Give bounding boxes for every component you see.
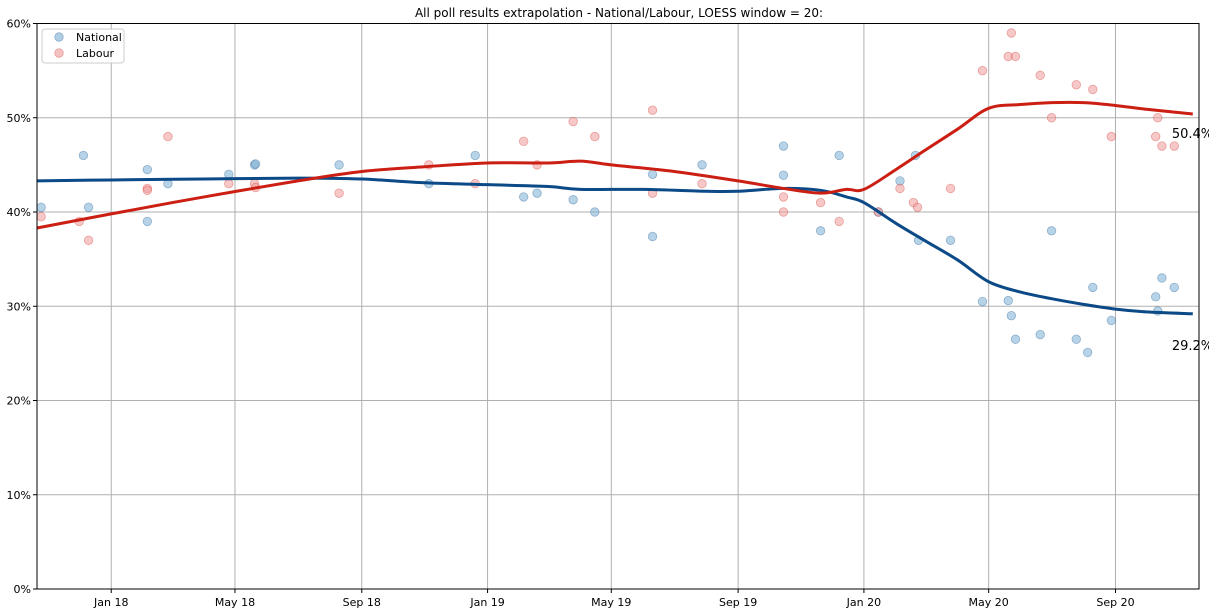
labour-poll-point (815, 197, 826, 208)
national-poll-point (470, 150, 480, 161)
national-poll-point (1046, 226, 1057, 236)
national-poll-point (778, 141, 789, 151)
labour-poll-point (36, 212, 46, 222)
y-tick-label: 0% (14, 583, 31, 596)
national-poll-point (1082, 347, 1093, 358)
x-tick-label: Jan 20 (846, 596, 881, 609)
labour-poll-point (1088, 84, 1098, 95)
labour-poll-point (1150, 131, 1161, 142)
legend: National Labour (41, 28, 125, 64)
trend-lines (36, 100, 1193, 316)
national-poll-point (142, 216, 153, 227)
national-poll-point (1003, 295, 1013, 306)
y-axis: 0% 10% 20% 30% 40% 50% 60% (7, 18, 37, 596)
national-poll-point (1010, 334, 1021, 344)
national-poll-point (334, 160, 344, 170)
national-poll-point (1035, 329, 1045, 340)
scatter-points (36, 28, 1179, 358)
labour-poll-point (568, 116, 578, 127)
national-poll-point (590, 207, 600, 217)
x-tick-label: May 20 (969, 596, 1009, 609)
x-tick-label: May 18 (215, 596, 255, 609)
labour-poll-point (590, 131, 600, 142)
labour-poll-point (945, 183, 956, 194)
national-poll-point (142, 164, 153, 175)
y-tick-label: 60% (7, 18, 31, 31)
labour-poll-point (518, 136, 529, 147)
labour-trend-line (36, 100, 1193, 230)
y-tick-label: 30% (7, 300, 31, 313)
labour-poll-point (1106, 131, 1117, 142)
national-poll-point (36, 202, 46, 212)
x-tick-label: Sep 19 (719, 596, 757, 609)
national-poll-point (1157, 273, 1167, 283)
y-tick-label: 10% (7, 489, 31, 502)
y-tick-label: 20% (7, 395, 31, 408)
national-trend-line (36, 176, 1193, 316)
national-poll-point (697, 160, 707, 170)
labour-poll-point (1157, 141, 1167, 151)
labour-poll-point (895, 183, 905, 194)
national-poll-point (647, 169, 658, 180)
labour-poll-point (697, 179, 707, 189)
national-poll-point (834, 150, 844, 161)
labour-poll-point (778, 192, 789, 202)
national-poll-point (83, 202, 94, 212)
national-poll-point (250, 159, 261, 169)
national-poll-point (1169, 282, 1179, 293)
labour-poll-point (977, 65, 988, 76)
x-tick-label: Sep 20 (1096, 596, 1134, 609)
x-tick-label: May 19 (591, 596, 631, 609)
national-poll-point (532, 188, 542, 198)
labour-poll-point (224, 179, 234, 189)
labour-poll-point (778, 207, 789, 217)
national-poll-point (647, 231, 658, 242)
legend-marker-national (54, 32, 64, 42)
labour-poll-point (1046, 113, 1057, 123)
legend-marker-labour (54, 48, 64, 58)
labour-poll-point (647, 105, 658, 115)
grid (37, 23, 1199, 590)
labour-poll-point (912, 202, 923, 212)
labour-poll-point (83, 235, 94, 245)
labour-poll-point (142, 185, 153, 196)
chart-title: All poll results extrapolation - Nationa… (415, 6, 823, 20)
legend-label-labour: Labour (76, 47, 115, 60)
national-poll-point (945, 235, 956, 245)
national-poll-point (1006, 310, 1017, 321)
y-tick-label: 40% (7, 206, 31, 219)
national-poll-point (977, 296, 988, 307)
plot-frame (36, 23, 1200, 590)
national-poll-point (568, 195, 578, 205)
legend-label-national: National (76, 31, 122, 44)
x-tick-label: Jan 19 (469, 596, 504, 609)
x-tick-label: Sep 18 (343, 596, 381, 609)
national-poll-point (778, 170, 789, 180)
labour-poll-point (1071, 80, 1082, 90)
labour-poll-point (1153, 113, 1163, 123)
national-poll-point (78, 150, 89, 161)
labour-poll-point (334, 188, 344, 198)
labour-poll-point (834, 216, 844, 227)
national-poll-point (1106, 315, 1117, 326)
x-axis: Jan 18 May 18 Sep 18 Jan 19 May 19 Sep 19 Jan … (93, 589, 1135, 609)
labour-end-label: 50.4% (1172, 127, 1209, 142)
national-poll-point (1071, 334, 1082, 344)
labour-poll-point (1006, 28, 1017, 38)
national-poll-point (518, 192, 529, 202)
labour-poll-point (1169, 141, 1179, 151)
national-poll-point (1088, 282, 1098, 293)
national-end-label: 29.2% (1172, 339, 1209, 354)
labour-poll-point (1035, 70, 1045, 81)
y-tick-label: 50% (7, 112, 31, 125)
x-tick-label: Jan 18 (93, 596, 128, 609)
national-poll-point (1150, 292, 1161, 302)
end-labels: 29.2% 50.4% (1172, 127, 1209, 354)
labour-poll-point (163, 131, 173, 142)
labour-poll-point (1010, 51, 1021, 62)
national-poll-point (815, 226, 826, 236)
